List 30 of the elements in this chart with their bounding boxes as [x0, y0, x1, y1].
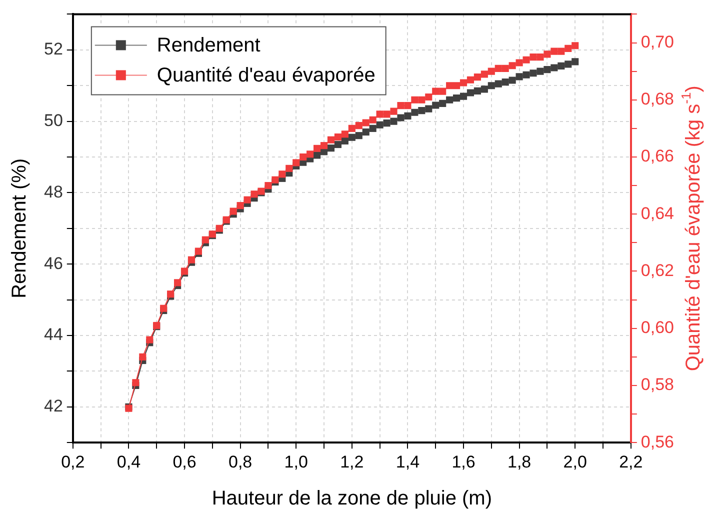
x-tick-label: 1,6	[452, 452, 476, 472]
x-tick-label: 0,8	[228, 452, 252, 472]
y2-tick-label: 0,60	[640, 318, 674, 338]
y-tick-label: 50	[44, 110, 63, 130]
y2-tick-label: 0,64	[640, 204, 674, 223]
y2-tick-label: 0,56	[640, 432, 674, 452]
x-tick-label: 2,2	[619, 452, 643, 472]
x-tick-label: 1,8	[507, 452, 532, 472]
x-tick-label: 0,4	[116, 452, 141, 472]
y2-axis-title: Quantité d'eau évaporée (kg s-1)	[678, 86, 705, 372]
x-tick-label: 1,4	[396, 452, 420, 472]
y2-tick-label: 0,66	[640, 146, 674, 166]
x-tick-label: 2,0	[563, 452, 587, 472]
y2-tick-label: 0,58	[640, 375, 674, 394]
y-tick-label: 42	[44, 396, 63, 416]
y-tick-label: 46	[44, 254, 63, 273]
x-tick-label: 1,2	[340, 452, 364, 472]
y2-tick-label: 0,68	[640, 90, 674, 109]
y-tick-label: 44	[44, 325, 63, 344]
x-axis-title: Hauteur de la zone de pluie (m)	[212, 488, 492, 510]
y-tick-label: 48	[44, 182, 63, 202]
y2-tick-label: 0,62	[640, 260, 674, 280]
legend-label: Rendement	[156, 34, 261, 57]
x-tick-label: 1,0	[284, 452, 308, 472]
legend-label: Quantité d'eau évaporée	[156, 64, 376, 87]
y-axis-title: Rendement (%)	[8, 158, 31, 298]
y-tick-label: 52	[44, 40, 63, 59]
x-tick-label: 0,6	[172, 452, 196, 472]
x-tick-label: 0,2	[61, 452, 85, 472]
y2-tick-label: 0,70	[640, 32, 674, 52]
